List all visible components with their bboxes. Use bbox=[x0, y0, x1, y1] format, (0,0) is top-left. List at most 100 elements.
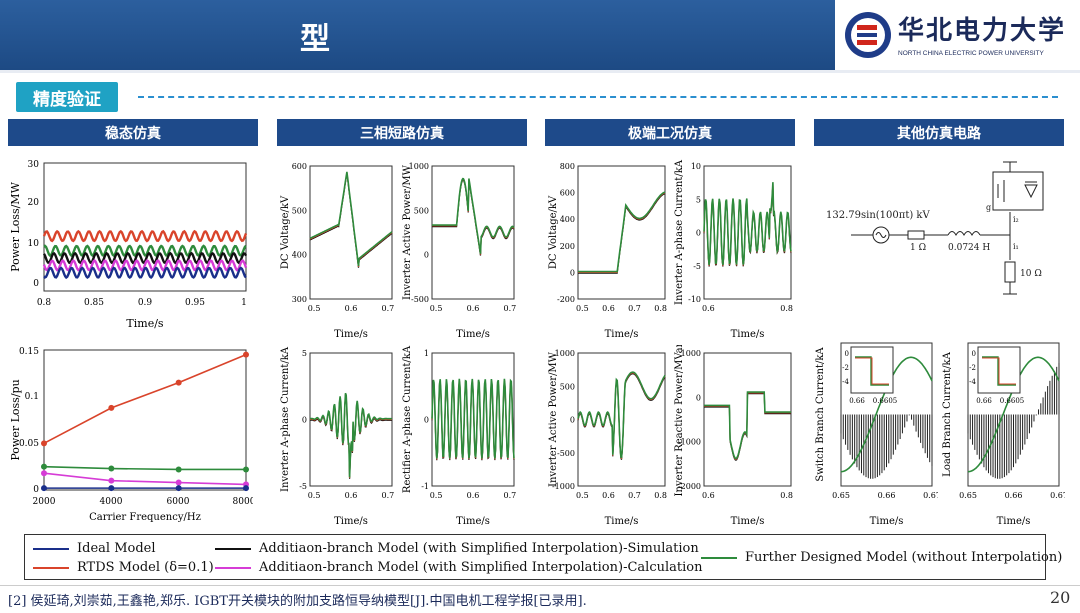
x-tick: 0.67 bbox=[1050, 491, 1065, 500]
inset-y-tick: -4 bbox=[842, 378, 849, 386]
circuit-i1-label: i₁ bbox=[1013, 242, 1019, 251]
university-name-en: NORTH CHINA ELECTRIC POWER UNIVERSITY bbox=[898, 50, 1044, 57]
data-point bbox=[41, 440, 47, 447]
y-tick: -5 bbox=[299, 482, 307, 491]
series-line bbox=[703, 182, 792, 266]
x-tick: 0.5 bbox=[576, 304, 589, 313]
x-tick: 1 bbox=[241, 298, 247, 308]
y-tick: 500 bbox=[292, 206, 307, 215]
x-tick: 0.65 bbox=[959, 491, 977, 500]
y-tick: 300 bbox=[292, 295, 307, 304]
series-line bbox=[43, 244, 247, 258]
circuit-r1-label: 1 Ω bbox=[910, 243, 926, 253]
y-tick: 600 bbox=[560, 189, 575, 198]
x-axis-label: Time/s bbox=[456, 329, 490, 340]
y-tick: 0.05 bbox=[19, 439, 39, 449]
y-axis-label: Switch Branch Current/kA bbox=[815, 347, 826, 482]
category-other: 其他仿真电路 bbox=[814, 119, 1064, 146]
y-tick: -1000 bbox=[678, 438, 701, 447]
inset-x-tick: 0.66 bbox=[976, 397, 992, 405]
legend-label: Additiaon-branch Model (with Simplified … bbox=[259, 541, 699, 556]
y-tick: 0 bbox=[570, 416, 575, 425]
data-point bbox=[41, 463, 47, 470]
y-tick: 1000 bbox=[681, 349, 701, 358]
x-tick: 0.7 bbox=[504, 491, 517, 500]
y-tick: 800 bbox=[560, 162, 575, 171]
y-tick: -2000 bbox=[678, 482, 701, 491]
y-tick: -1 bbox=[421, 482, 429, 491]
y-tick: 600 bbox=[292, 162, 307, 171]
x-axis-label: Time/s bbox=[126, 317, 164, 330]
series-line bbox=[43, 353, 247, 445]
legend-swatch bbox=[215, 566, 251, 569]
x-tick: 0.6 bbox=[602, 304, 615, 313]
y-tick: -500 bbox=[557, 449, 575, 458]
series-line bbox=[43, 266, 247, 280]
y-tick: -200 bbox=[557, 295, 575, 304]
series-line bbox=[704, 391, 791, 460]
y-axis-label: DC Voltage/kV bbox=[548, 195, 559, 269]
y-tick: -500 bbox=[411, 295, 429, 304]
x-tick: 0.7 bbox=[628, 491, 641, 500]
series-line bbox=[309, 392, 392, 478]
y-tick: 0.1 bbox=[25, 392, 39, 402]
x-tick: 0.7 bbox=[504, 304, 517, 313]
page-title: 型 bbox=[300, 22, 330, 57]
legend-item: Further Designed Model (without Interpol… bbox=[701, 550, 1062, 565]
logo-area bbox=[835, 0, 1080, 70]
x-tick: 8000 bbox=[233, 497, 253, 507]
circuit-l1-label: 0.0724 H bbox=[948, 243, 990, 253]
y-tick: 0.15 bbox=[19, 347, 39, 357]
x-tick: 0.7 bbox=[382, 491, 395, 500]
y-tick: 500 bbox=[414, 206, 429, 215]
x-tick: 0.6 bbox=[702, 304, 715, 313]
y-tick: 0 bbox=[302, 416, 307, 425]
series-line bbox=[431, 378, 515, 459]
legend-label: Additiaon-branch Model (with Simplified … bbox=[259, 560, 703, 575]
series-line bbox=[309, 171, 393, 267]
title-banner: 型 bbox=[0, 0, 835, 70]
y-tick: 1 bbox=[424, 349, 429, 358]
y-axis-label: Inverter Active Power/MW bbox=[402, 164, 413, 300]
x-tick: 0.6 bbox=[467, 491, 480, 500]
x-tick: 0.8 bbox=[654, 491, 667, 500]
x-axis-label: Time/s bbox=[605, 329, 639, 340]
series-line bbox=[432, 179, 515, 256]
x-axis-label: Time/s bbox=[456, 516, 490, 527]
x-tick: 0.6 bbox=[345, 304, 358, 313]
legend-item: Additiaon-branch Model (with Simplified … bbox=[215, 541, 699, 556]
x-axis-label: Time/s bbox=[870, 516, 904, 527]
page-number: 20 bbox=[1050, 588, 1071, 607]
x-tick: 0.8 bbox=[780, 304, 793, 313]
series-line bbox=[43, 465, 246, 471]
y-axis-label: Inverter Active Power/MW bbox=[548, 351, 559, 487]
y-tick: 30 bbox=[28, 160, 40, 170]
y-tick: 400 bbox=[292, 251, 307, 260]
plot-frame bbox=[431, 165, 515, 300]
y-tick: -1000 bbox=[552, 482, 575, 491]
x-tick: 0.9 bbox=[138, 298, 153, 308]
inset-y-tick: -4 bbox=[969, 378, 976, 386]
y-axis-label: Rectifier A-phase Current/kA bbox=[402, 345, 413, 493]
inset-line bbox=[982, 357, 1016, 385]
inset-x-tick: 0.6605 bbox=[1000, 397, 1025, 405]
x-tick: 6000 bbox=[167, 497, 190, 507]
plot-ex-reactive-power: Inverter Reactive Power/MVar Time/s -2000 -… bbox=[672, 345, 797, 530]
x-tick: 0.5 bbox=[430, 304, 443, 313]
series-line bbox=[432, 178, 515, 255]
x-tick: 0.5 bbox=[576, 491, 589, 500]
circuit-i2-label: i₂ bbox=[1013, 215, 1019, 224]
x-tick: 4000 bbox=[100, 497, 123, 507]
chart-legend: Ideal Model RTDS Model (δ=0.1) Additiaon… bbox=[24, 534, 1062, 580]
x-tick: 0.7 bbox=[628, 304, 641, 313]
plot-steady-carrier-frequency: Power Loss/pu Carrier Frequency/Hz 0 0.0… bbox=[8, 340, 253, 525]
plot-switch-branch-current: 0 -2 -4 0.66 0.6605 Switch Branch Current/kA T… bbox=[813, 335, 938, 530]
legend-item: RTDS Model (δ=0.1) bbox=[33, 560, 214, 575]
inset-y-tick: -2 bbox=[842, 364, 849, 372]
legend-swatch bbox=[701, 556, 737, 559]
x-tick: 2000 bbox=[33, 497, 56, 507]
legend-label: Ideal Model bbox=[77, 541, 156, 556]
category-short-circuit: 三相短路仿真 bbox=[277, 119, 527, 146]
series-line bbox=[42, 229, 248, 243]
y-tick: -5 bbox=[693, 262, 701, 271]
